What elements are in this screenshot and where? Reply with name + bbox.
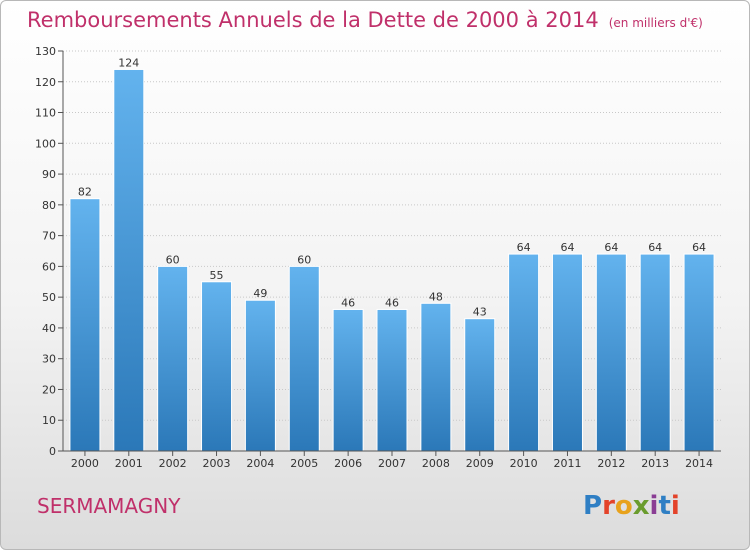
data-label: 49 [253,287,267,300]
bar [288,265,320,452]
data-label: 46 [341,296,355,309]
x-tick-label: 2001 [115,457,143,470]
y-tick-label: 70 [42,230,56,243]
x-tick-label: 2003 [203,457,231,470]
x-tick-label: 2002 [159,457,187,470]
x-axis-ticks: 2000 2001 2002 2003 2004 2005 2006 2007 2008 2009… [71,451,713,470]
bar [683,253,715,452]
bar [464,318,496,452]
y-tick-label: 30 [42,353,56,366]
logo-letter: t [658,491,671,521]
bar [157,265,189,452]
data-label: 48 [429,290,443,303]
x-tick-label: 2010 [510,457,538,470]
x-tick-label: 2013 [641,457,669,470]
y-tick-label: 10 [42,414,56,427]
bar [595,253,627,452]
logo-letter: i [670,491,680,521]
bar [376,308,408,452]
data-label: 124 [118,56,139,69]
data-label: 82 [78,186,92,199]
bar [332,308,364,452]
y-tick-label: 130 [35,45,56,58]
data-label: 60 [297,253,311,266]
logo-letter: r [602,491,615,521]
y-tick-label: 120 [35,76,56,89]
y-tick-label: 110 [35,107,56,120]
bar [201,281,233,452]
chart-unit: (en milliers d'€) [608,16,703,30]
x-tick-label: 2008 [422,457,450,470]
data-label: 60 [166,253,180,266]
y-tick-label: 20 [42,383,56,396]
bar [639,253,671,452]
y-tick-label: 40 [42,322,56,335]
x-tick-label: 2006 [334,457,362,470]
data-label: 46 [385,296,399,309]
y-tick-label: 0 [49,445,56,458]
x-tick-label: 2012 [597,457,625,470]
data-label: 43 [473,306,487,319]
x-tick-label: 2014 [685,457,713,470]
x-tick-label: 2004 [246,457,274,470]
data-label: 64 [560,241,574,254]
logo-letter: o [614,491,633,521]
bar [508,253,540,452]
data-label: 64 [648,241,662,254]
logo-letter: P [583,491,603,521]
y-tick-label: 60 [42,260,56,273]
y-axis-ticks: 0 10 20 30 40 50 60 70 80 90 100 110 120 130 [35,45,63,458]
data-labels: 82 124 60 55 49 60 46 46 48 43 64 64 64 64 64 [78,56,706,318]
bar [244,299,276,452]
x-tick-label: 2009 [466,457,494,470]
y-tick-label: 50 [42,291,56,304]
data-label: 64 [604,241,618,254]
data-label: 64 [517,241,531,254]
bar [551,253,583,452]
chart-title: Remboursements Annuels de la Dette de 20… [27,8,599,32]
x-tick-label: 2011 [553,457,581,470]
y-tick-label: 90 [42,168,56,181]
x-tick-label: 2005 [290,457,318,470]
x-tick-label: 2000 [71,457,99,470]
x-tick-label: 2007 [378,457,406,470]
y-tick-label: 80 [42,199,56,212]
bar [69,198,101,452]
chart-title-block: Remboursements Annuels de la Dette de 20… [27,8,703,32]
bar [420,302,452,452]
logo-letter: x [632,491,650,521]
commune-name: SERMAMAGNY [37,494,181,518]
y-tick-label: 100 [35,137,56,150]
data-label: 55 [210,269,224,282]
data-label: 64 [692,241,706,254]
logo-letter: i [649,491,659,521]
proxiti-logo[interactable]: Proxiti [583,491,680,521]
bar [113,68,145,452]
